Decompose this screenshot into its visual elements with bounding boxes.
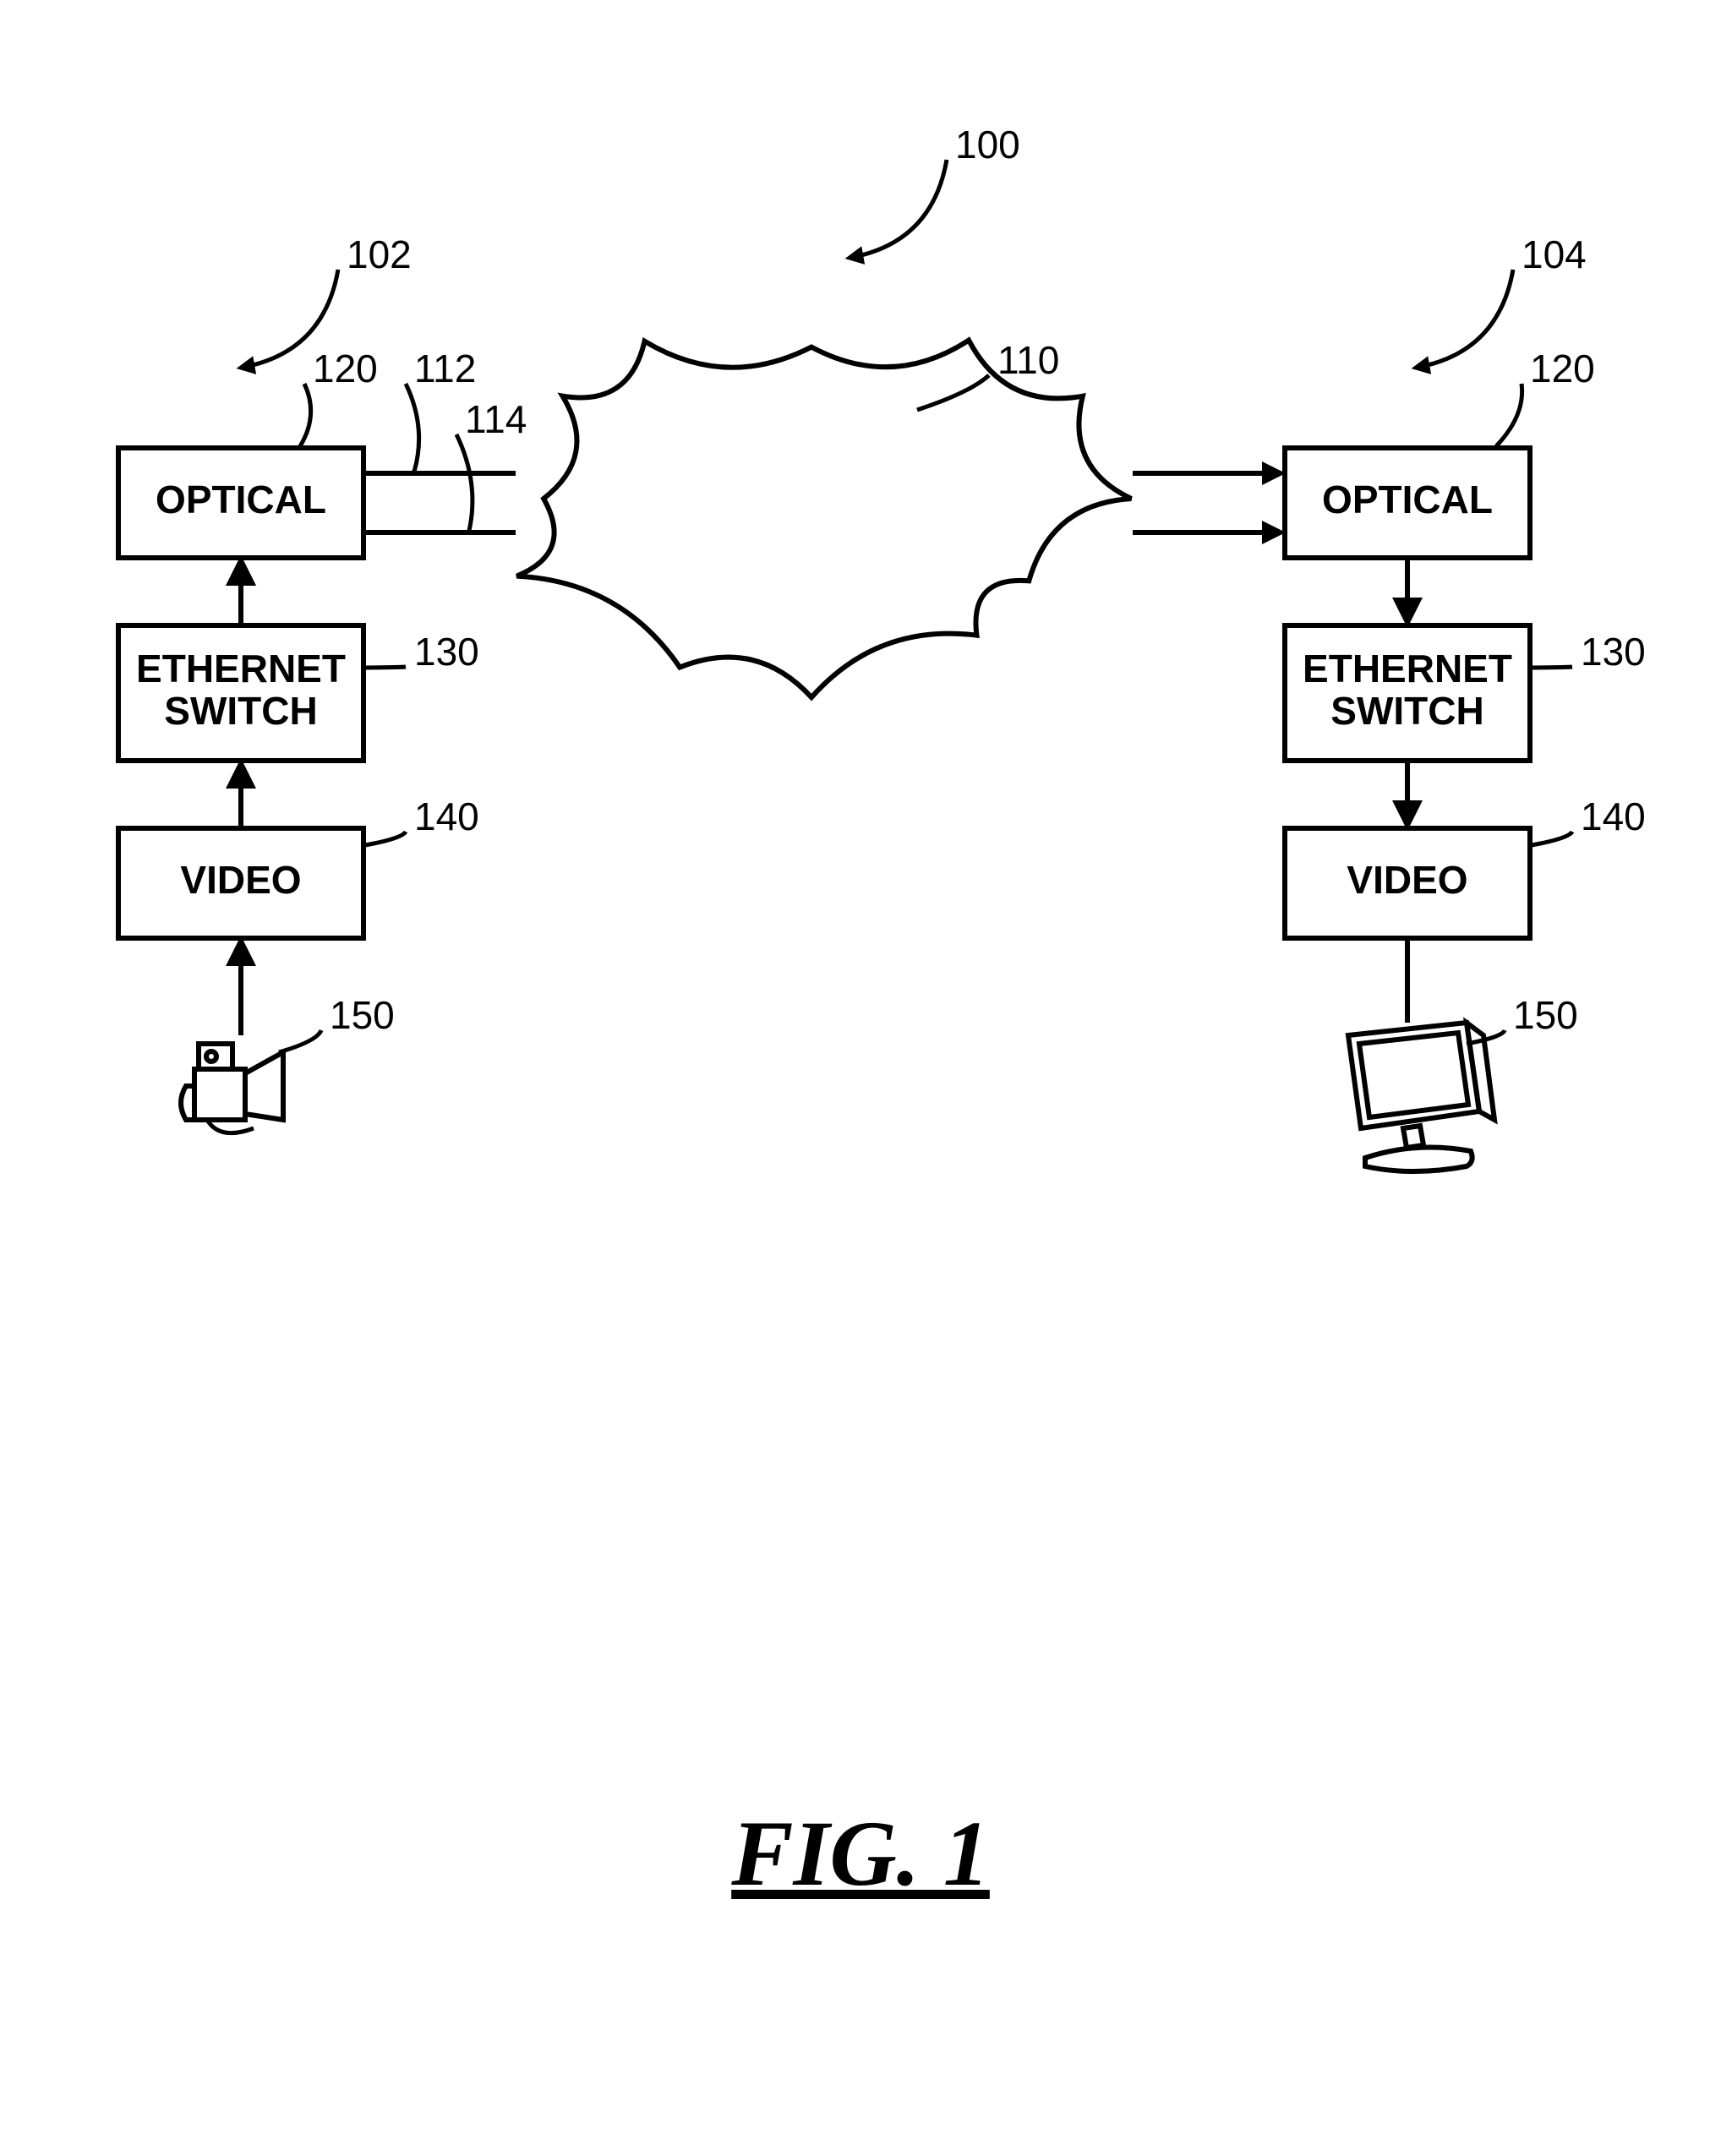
node-ethernet_right: ETHERNETSWITCH (1285, 625, 1530, 761)
leader-r104 (1416, 270, 1513, 368)
leader-r150l (279, 1030, 321, 1052)
camera-icon (181, 1044, 283, 1133)
node-ethernet_left: ETHERNETSWITCH (118, 625, 363, 761)
leader-r140l (365, 832, 406, 845)
network-cloud (516, 341, 1131, 698)
ref-r150r: 150 (1513, 993, 1578, 1037)
leader-r114 (456, 434, 473, 531)
leader-r130l (365, 667, 406, 668)
node-label-optical_left: OPTICAL (156, 478, 326, 521)
node-optical_left: OPTICAL (118, 448, 363, 558)
ref-r100: 100 (955, 123, 1020, 166)
leader-r110 (917, 375, 989, 410)
node-label-ethernet_right: ETHERNETSWITCH (1303, 647, 1512, 733)
node-label-video_left: VIDEO (180, 858, 301, 902)
monitor-icon (1348, 1023, 1494, 1171)
node-label-ethernet_left: ETHERNETSWITCH (136, 647, 346, 733)
node-label-optical_right: OPTICAL (1322, 478, 1493, 521)
ref-r104: 104 (1522, 232, 1587, 276)
ref-r140r: 140 (1581, 794, 1646, 838)
ref-r102: 102 (347, 232, 412, 276)
figure-title: FIG. 1 (730, 1802, 990, 1905)
leader-r112 (406, 384, 419, 472)
node-label-video_right: VIDEO (1347, 858, 1467, 902)
node-optical_right: OPTICAL (1285, 448, 1530, 558)
leader-r120l (300, 384, 311, 446)
ref-r112: 112 (414, 347, 476, 390)
ref-r110: 110 (997, 338, 1059, 382)
node-video_left: VIDEO (118, 828, 363, 938)
ref-r130l: 130 (414, 630, 479, 674)
node-video_right: VIDEO (1285, 828, 1530, 938)
leader-r130r (1532, 667, 1572, 668)
leader-r120r (1496, 384, 1522, 446)
ref-r120r: 120 (1530, 347, 1595, 390)
ref-r150l: 150 (330, 993, 395, 1037)
ref-r120l: 120 (313, 347, 378, 390)
leader-r140r (1532, 832, 1572, 845)
ref-r130r: 130 (1581, 630, 1646, 674)
ref-r140l: 140 (414, 794, 479, 838)
ref-r114: 114 (465, 397, 527, 441)
leader-r100 (850, 160, 947, 258)
